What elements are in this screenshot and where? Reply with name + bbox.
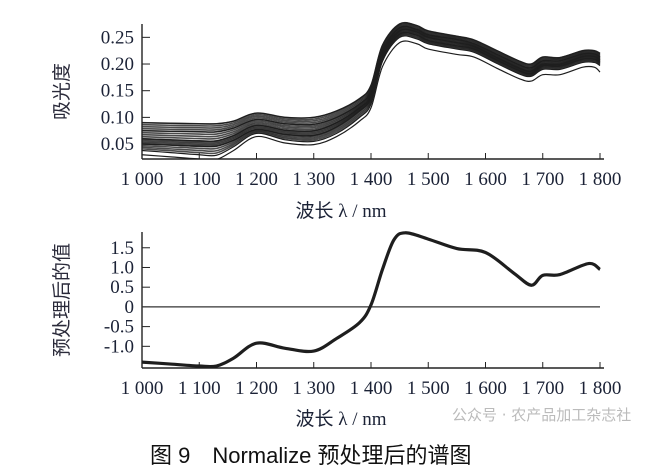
x-tick-label: 1 600 xyxy=(464,169,507,190)
series-line-4 xyxy=(142,31,601,148)
series-line-3 xyxy=(142,28,601,142)
spectrum-line xyxy=(142,24,601,131)
x-tick-label: 1 300 xyxy=(292,378,335,399)
x-tick-label: 1 100 xyxy=(178,378,221,399)
y-tick-label: -1.0 xyxy=(104,336,134,357)
series-line-1 xyxy=(142,22,601,125)
x-tick-label: 1 200 xyxy=(235,378,278,399)
x-tick-label: 1 500 xyxy=(407,378,450,399)
x-tick-label: 1 400 xyxy=(350,378,393,399)
x-tick-label: 1 000 xyxy=(121,378,164,399)
chart-panel-2: 1 000 1 100 1 200 1 300 1 400 1 500 1 600 1 700… xyxy=(51,231,622,430)
figure-caption: 图 9 Normalize 预处理后的谱图 xyxy=(150,443,472,468)
y-tick-label: 0 xyxy=(125,297,135,318)
y-tick-label: 0.20 xyxy=(101,54,134,75)
y-tick-label: 0.25 xyxy=(101,27,134,48)
x-tick-label: 1 600 xyxy=(464,378,507,399)
y-tick-label: 1.5 xyxy=(110,238,134,259)
spectrum-line xyxy=(142,25,601,133)
y-axis-label: 预处理后的值 xyxy=(51,243,73,357)
x-tick-label: 1 000 xyxy=(121,169,164,190)
spectrum-line xyxy=(142,22,601,127)
series-line-6 xyxy=(142,40,601,159)
x-tick-label: 1 800 xyxy=(579,378,622,399)
y-tick-label: -0.5 xyxy=(104,317,134,338)
x-tick-label: 1 200 xyxy=(235,169,278,190)
series-line-5 xyxy=(142,35,601,157)
spectrum-line xyxy=(142,23,601,129)
x-axis-label: 波长 λ / nm xyxy=(295,408,386,430)
x-tick-label: 1 300 xyxy=(292,169,335,190)
x-tick-label: 1 400 xyxy=(350,169,393,190)
chart-panel-1: 1 000 1 100 1 200 1 300 1 400 1 500 1 600 1 700… xyxy=(51,21,622,222)
y-tick-label: 0.05 xyxy=(101,134,134,155)
series-line-2 xyxy=(142,25,601,133)
y-axis-label: 吸光度 xyxy=(51,63,73,120)
series-line-1 xyxy=(142,231,601,368)
x-tick-label: 1 700 xyxy=(521,169,564,190)
x-tick-label: 1 800 xyxy=(579,169,622,190)
y-tick-label: 0.5 xyxy=(110,277,134,298)
y-tick-label: 1.0 xyxy=(110,257,134,278)
x-tick-label: 1 700 xyxy=(521,378,564,399)
spectrum-line xyxy=(142,27,601,138)
x-tick-label: 1 500 xyxy=(407,169,450,190)
y-tick-label: 0.15 xyxy=(101,81,134,102)
spectrum-line xyxy=(142,34,601,155)
y-tick-label: 0.10 xyxy=(101,107,134,128)
x-tick-label: 1 100 xyxy=(178,169,221,190)
watermark: 公众号 · 农产品加工杂志社 xyxy=(452,406,632,424)
x-axis-label: 波长 λ / nm xyxy=(295,200,386,222)
